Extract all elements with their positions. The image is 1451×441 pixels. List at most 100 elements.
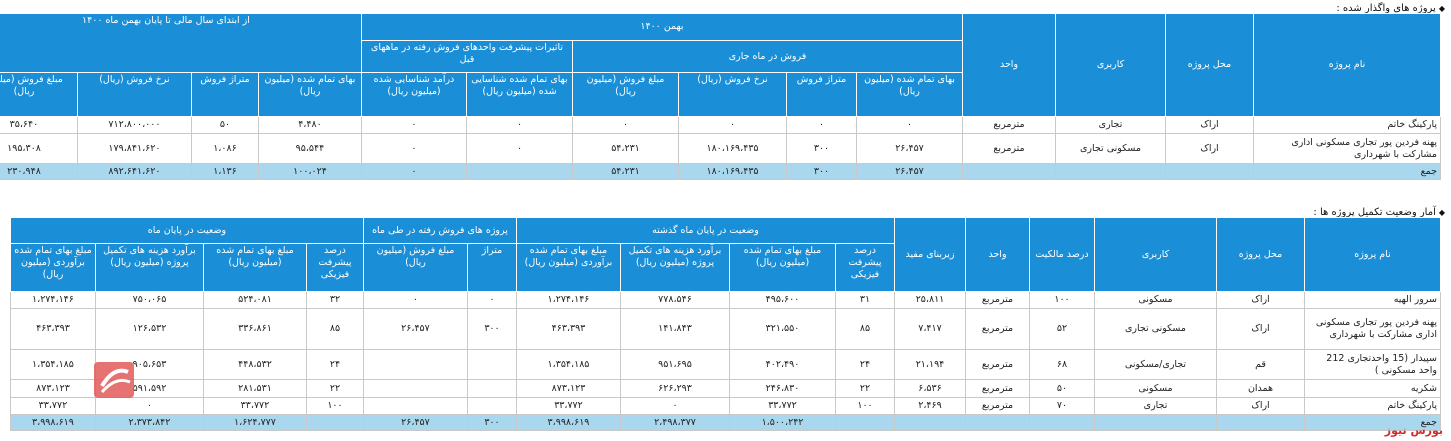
cell-value: ۱۴۱،۸۴۳ (620, 308, 730, 350)
cell-value: ۳۵،۶۴۰ (0, 116, 78, 134)
cell-value: ۱،۳۵۴،۱۸۵ (515, 349, 622, 380)
cell-value: ۴۴۸،۵۳۲ (202, 349, 307, 380)
table-row: سرور الهیه اراک مسکونی ۱۰۰ مترمربع ۲۵،۸۱… (9, 291, 1441, 309)
cell-value: ۱،۱۳۶ (190, 163, 259, 180)
cell-value: ۱،۵۰۰،۲۴۲ (729, 414, 836, 431)
cell-value (466, 379, 517, 398)
cell-value: ۸۹۲،۶۴۱،۶۲۰ (76, 163, 192, 180)
cell-location: اراک (1216, 308, 1305, 350)
col-location: محل پروژه (1165, 13, 1254, 117)
cell-value: ۰ (572, 116, 679, 134)
col-cost: مبلغ بهای تمام شده (میلیون ریال) (729, 243, 836, 292)
cell-value: ۲،۳۷۳،۸۴۲ (94, 414, 204, 431)
cell-empty (962, 163, 1056, 180)
cell-location: اراک (1165, 116, 1254, 134)
cell-value: ۰ (466, 291, 517, 309)
cell-empty (894, 414, 966, 431)
col-sold-area: متراژ (466, 243, 517, 292)
cell-value: ۸۷۳،۱۲۳ (9, 379, 96, 398)
cell-value: ۰ (620, 397, 730, 415)
table-row: سپیدار (15 واحدتجاری 212 واحد مسکونی ) ق… (9, 349, 1441, 380)
cell-unit: مترمربع (965, 308, 1030, 350)
cell-value: ۱،۶۲۴،۷۷۷ (202, 414, 307, 431)
cell-location: همدان (1216, 379, 1305, 398)
col-revenue-recognized: درآمد شناسایی شده (میلیون ریال) (360, 72, 468, 117)
col-ytd-amount: مبلغ فروش (میلیون ریال) (0, 72, 78, 117)
cell-value (362, 349, 468, 380)
cell-ownership: ۷۰ (1029, 397, 1095, 415)
cell-value: ۰ (786, 116, 857, 134)
brand-label: بورس نیوز (1384, 424, 1443, 437)
cell-usage: تجاری (1055, 116, 1166, 134)
table-row: شکریه همدان مسکونی ۵۰ مترمربع ۶،۵۳۶ ۲۲ ۲… (9, 379, 1441, 398)
cell-unit: مترمربع (965, 379, 1030, 398)
col-ytd-cost: بهای تمام شده (میلیون ریال) (257, 72, 362, 117)
cell-empty (1216, 414, 1305, 431)
cell-value: ۱،۲۷۴،۱۴۶ (515, 291, 622, 309)
total-label: جمع (1253, 163, 1441, 180)
cell-usage: مسکونی (1094, 379, 1217, 398)
col-rate: نرخ فروش (ریال) (678, 72, 787, 117)
cell-unit: مترمربع (965, 349, 1030, 380)
total-row: جمع ۱،۵۰۰،۲۴۲ ۲،۴۹۸،۳۷۷ ۳،۹۹۸،۶۱۹ ۳۰۰ ۲۶… (9, 414, 1441, 431)
col-usage: کاربری (1094, 217, 1217, 292)
cell-value: ۳۲۱،۵۵۰ (729, 308, 836, 350)
cell-value: ۲۶،۴۵۷ (362, 414, 468, 431)
section-title-text: آمار وضعیت تکمیل پروژه ها : (1313, 207, 1436, 218)
watermark-logo-icon (94, 362, 134, 398)
cell-value: ۵۲۴،۰۸۱ (202, 291, 307, 309)
col-prev-status: وضعیت در پایان ماه گذشته (515, 217, 896, 244)
cell-value: ۲۴ (835, 349, 895, 380)
col-ytd-area: متراژ فروش (190, 72, 259, 117)
cell-unit: مترمربع (965, 397, 1030, 415)
cell-empty (965, 414, 1030, 431)
cell-value: ۳۰۰ (786, 133, 857, 164)
col-name: نام پروژه (1304, 217, 1441, 292)
cell-location: قم (1216, 349, 1305, 380)
cell-empty (1029, 414, 1095, 431)
cell-value: ۲۲ (305, 379, 364, 398)
cell-value: ۰ (856, 116, 963, 134)
col-end-status: وضعیت در پایان ماه (9, 217, 364, 244)
cell-value: ۳۳،۷۷۲ (729, 397, 836, 415)
table-row: پهنه فردین پور تجاری مسکونی اداری مشارکت… (9, 308, 1441, 350)
cell-area: ۲،۴۶۹ (894, 397, 966, 415)
cell-ownership: ۵۲ (1029, 308, 1095, 350)
col-progress: درصد پیشرفت فیزیکی (835, 243, 895, 292)
cell-usage: تجاری (1094, 397, 1217, 415)
cell-value: ۵۴،۲۳۱ (572, 163, 679, 180)
cell-value: ۰ (362, 291, 468, 309)
cell-location: اراک (1216, 397, 1305, 415)
cell-value: ۱،۲۷۴،۱۴۶ (9, 291, 96, 309)
col-area: متراژ فروش (786, 72, 857, 117)
cell-value (362, 397, 468, 415)
col-unit: واحد (965, 217, 1030, 292)
col-month-sold: پروژه های فروش رفته در طی ماه (362, 217, 517, 244)
cell-value: ۸۷۳،۱۲۳ (515, 379, 622, 398)
total-row: جمع ۲۶،۴۵۷ ۳۰۰ ۱۸۰،۱۶۹،۴۳۵ ۵۴،۲۳۱ ۰ ۱۰۰،… (0, 163, 1441, 180)
cell-value: ۳۱ (835, 291, 895, 309)
cell-empty (835, 414, 895, 431)
col-amount: مبلغ فروش (میلیون ریال) (572, 72, 679, 117)
col-location: محل پروژه (1216, 217, 1305, 292)
cell-value: ۰ (678, 116, 787, 134)
cell-unit: مترمربع (962, 133, 1056, 164)
cell-value (466, 397, 517, 415)
cell-usage: مسکونی (1094, 291, 1217, 309)
cell-value: ۳۳۶،۸۶۱ (202, 308, 307, 350)
cell-usage: تجاری/مسکونی (1094, 349, 1217, 380)
cell-value: ۳،۹۹۸،۶۱۹ (515, 414, 622, 431)
cell-value: ۹۵،۵۴۴ (257, 133, 362, 164)
bullet-icon: ◆ (1438, 208, 1445, 217)
cell-value: ۲۶،۴۵۷ (362, 308, 468, 350)
cell-value: ۳۳،۷۷۲ (515, 397, 622, 415)
cell-value (362, 379, 468, 398)
section-title-assigned: ◆ پروژه های واگذار شده : (1336, 3, 1445, 14)
cell-value: ۲۲ (835, 379, 895, 398)
col-cost-recognized: بهای تمام شده شناسایی شده (میلیون ریال) (466, 72, 573, 117)
cell-value: ۳۰۰ (466, 414, 517, 431)
cell-value: ۱۸۰،۱۶۹،۴۳۵ (678, 163, 787, 180)
cell-value: ۱۷۹،۸۴۱،۶۲۰ (76, 133, 192, 164)
cell-name: سپیدار (15 واحدتجاری 212 واحد مسکونی ) (1304, 349, 1441, 380)
cell-value: ۱۲۶،۵۳۲ (94, 308, 204, 350)
